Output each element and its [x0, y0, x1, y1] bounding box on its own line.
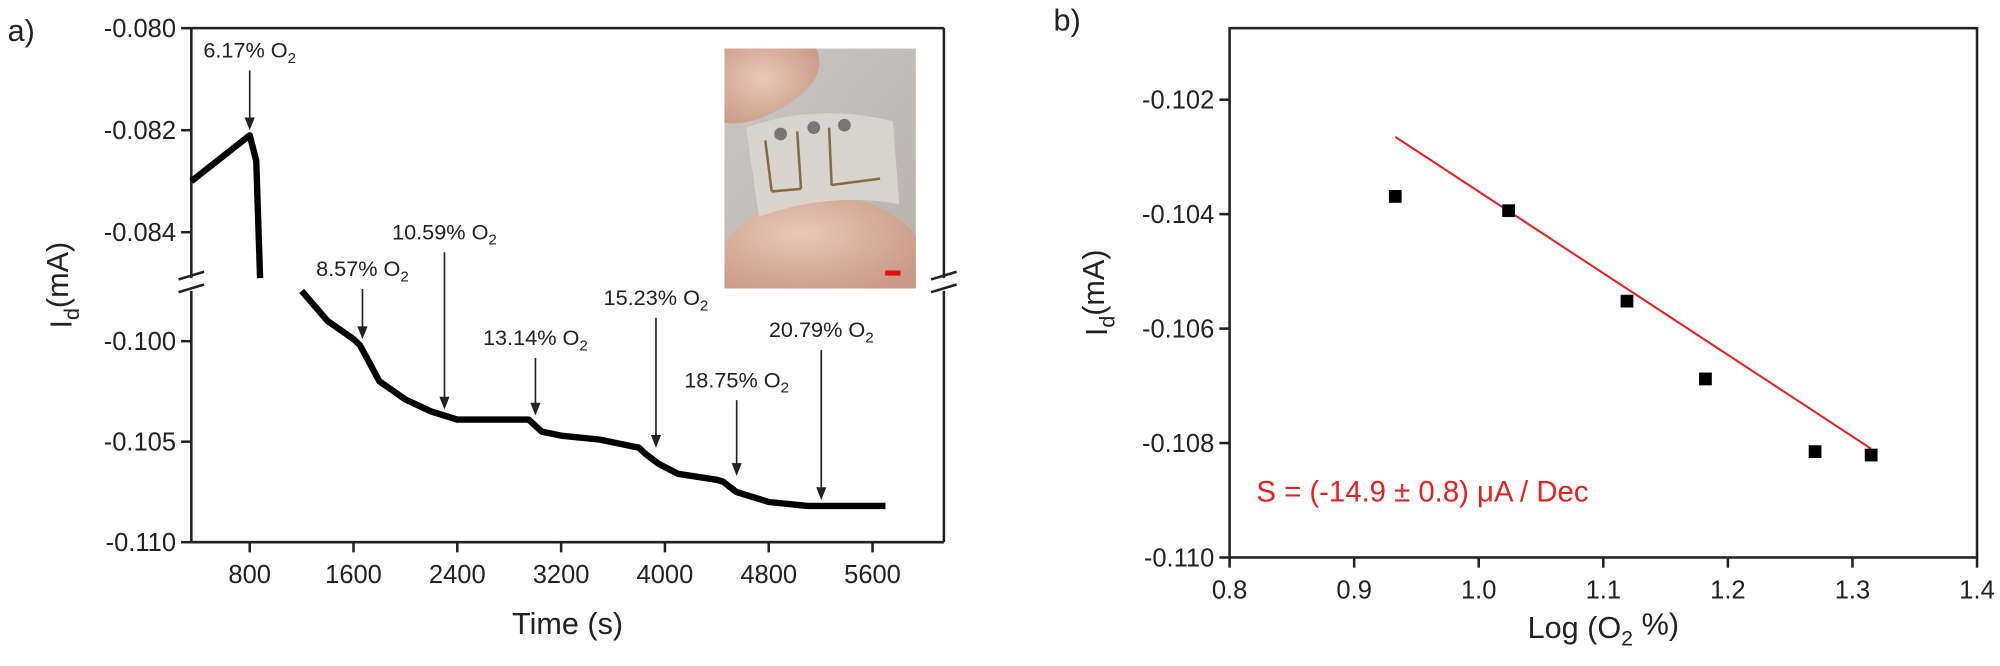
annotation-label-part: 2 [781, 380, 789, 397]
data-point [1808, 445, 1822, 458]
y-axis-title-part: I [1080, 328, 1114, 337]
panel-label: b) [1054, 4, 1081, 38]
data-point [1502, 204, 1516, 218]
x-axis-title-part: %) [1633, 608, 1679, 642]
y-axis-title-part: (mA) [41, 242, 75, 308]
y-tick-label: -0.108 [1142, 430, 1214, 458]
x-axis-title-part: 2 [1621, 626, 1633, 650]
annotation-label-part: 8.57% O [316, 256, 400, 281]
x-axis-title: Time (s) [512, 607, 623, 641]
annotation-label-part: 6.17% O [203, 38, 287, 63]
annotation-label: 20.79% O2 [769, 317, 874, 346]
y-tick-label: -0.102 [1142, 87, 1214, 115]
arrow-head [650, 434, 662, 448]
annotation-label: 8.57% O2 [316, 256, 409, 285]
annotation-label: 15.23% O2 [604, 285, 709, 314]
y-axis-title: Id(mA) [1077, 249, 1120, 336]
x-tick-label: 3200 [533, 561, 590, 589]
arrow-head [244, 117, 255, 131]
data-point [1388, 190, 1402, 203]
y-tick-label: -0.110 [1144, 544, 1214, 572]
annotation-label-part: 18.75% O [684, 367, 780, 392]
x-tick-label: 4800 [740, 561, 797, 589]
arrow-head [731, 463, 742, 476]
inset-photo [724, 48, 916, 289]
annotation-label-part: 20.79% O [769, 317, 865, 342]
x-tick-label: 4000 [637, 561, 694, 589]
annotation-label-part: 2 [865, 329, 873, 346]
data-line [189, 132, 886, 510]
data-point [1620, 294, 1634, 308]
x-axis-title-part: Log (O [1528, 611, 1622, 645]
y-axis-title-part: (mA) [1077, 249, 1111, 315]
annotation-label-part: 13.14% O [483, 325, 579, 350]
x-tick-label: 1.4 [1959, 576, 1994, 604]
arrow-head [530, 402, 541, 416]
fit-line [1394, 136, 1872, 450]
annotation-label-part: 2 [579, 337, 587, 354]
annotation-label-part: 2 [700, 297, 708, 314]
y-axis-title-part: I [44, 320, 78, 329]
x-tick-label: 1.0 [1461, 576, 1496, 604]
y-tick-label: -0.084 [104, 219, 176, 247]
annotation-label: 6.17% O2 [203, 38, 296, 67]
annotation-label-part: 15.23% O [604, 285, 700, 310]
panel-label: a) [8, 14, 35, 48]
arrow-head [816, 487, 827, 500]
x-tick-label: 1.3 [1835, 576, 1870, 604]
y-tick-label: -0.082 [104, 117, 176, 145]
annotation-label-part: 2 [488, 232, 496, 249]
y-tick-label: -0.080 [104, 15, 176, 43]
y-tick-label: -0.110 [106, 529, 176, 557]
x-tick-label: 2400 [429, 561, 486, 589]
x-axis-title: Log (O2 %) [1528, 608, 1679, 651]
annotation-label-part: 10.59% O [392, 219, 488, 244]
x-tick-label: 0.9 [1336, 576, 1371, 604]
data-point [1864, 448, 1878, 462]
annotation-label: 18.75% O2 [684, 367, 789, 396]
x-tick-label: 1.2 [1710, 576, 1745, 604]
x-tick-label: 1.1 [1586, 576, 1621, 604]
y-axis-title-part: d [1096, 316, 1120, 328]
annotation-label: 13.14% O2 [483, 325, 588, 354]
annotation-label-part: 2 [288, 50, 296, 67]
y-tick-label: -0.104 [1142, 201, 1214, 229]
annotation-label-part: 2 [400, 269, 408, 286]
y-axis-title: Id(mA) [41, 242, 84, 329]
slope-annotation: S = (-14.9 ± 0.8) μA / Dec [1256, 475, 1588, 508]
x-tick-label: 0.8 [1212, 576, 1247, 604]
arrow-head [357, 326, 368, 340]
y-tick-label: -0.105 [104, 429, 176, 457]
y-tick-label: -0.106 [1142, 316, 1214, 344]
y-tick-label: -0.100 [104, 328, 176, 356]
x-tick-label: 1600 [325, 561, 382, 589]
y-axis-title-part: d [60, 308, 84, 320]
data-point [1699, 372, 1712, 386]
arrow-head [439, 396, 450, 410]
x-tick-label: 5600 [844, 561, 901, 589]
annotation-label: 10.59% O2 [392, 219, 497, 248]
x-tick-label: 800 [228, 561, 271, 589]
